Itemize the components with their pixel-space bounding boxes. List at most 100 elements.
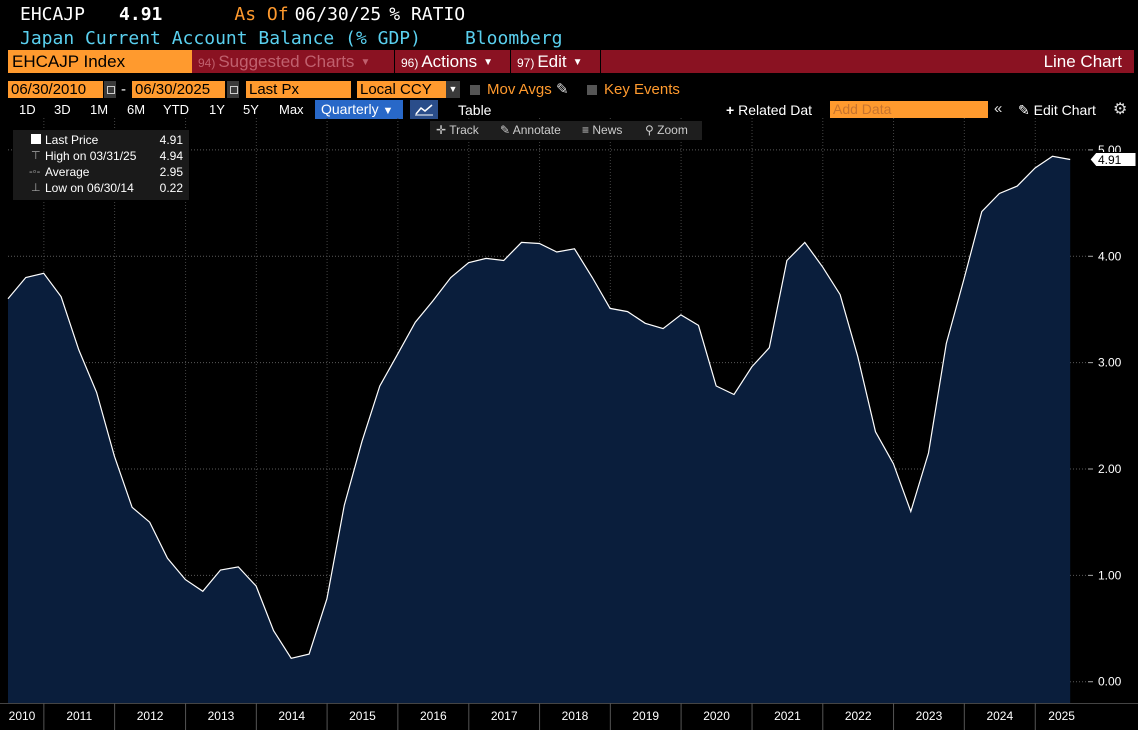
table-button[interactable]: Table [458,102,492,118]
x-tick-label: 2011 [66,709,92,723]
security-field[interactable]: EHCAJP Index [8,50,192,73]
add-data-input[interactable]: Add Data [830,101,988,118]
range-button-1d[interactable]: 1D [19,102,36,117]
legend-label: Low on 06/30/14 [45,181,134,195]
field-selector[interactable]: Last Px [246,81,351,98]
source-label: Bloomberg [464,28,563,49]
as-of-date: 06/30/25 [294,4,382,25]
currency-selector[interactable]: Local CCY [357,81,447,98]
x-tick-label: 2020 [703,709,730,723]
range-button-ytd[interactable]: YTD [163,102,189,117]
toolbar-divider [394,50,395,73]
edit-button[interactable]: 97) Edit ▼ [517,52,583,71]
last-value-text: 4.91 [1098,153,1122,167]
double-chevron-left-icon[interactable]: « [994,100,1003,117]
series-line [7,155,1071,659]
x-tick-label: 2022 [845,709,872,723]
range-button-3d[interactable]: 3D [54,102,71,117]
y-axis: 0.001.002.003.004.005.00 [1088,143,1122,689]
range-button-max[interactable]: Max [279,102,304,117]
x-axis: 2010 2011 2012 2013 2014 2015 2016 2017 2018 2019… [0,703,1138,730]
area-fill [8,156,1071,704]
pencil-icon: ✎ [500,123,511,137]
last-price: 4.91 [119,4,163,25]
last-value-label: 4.91 [1089,151,1137,167]
high-marker-icon: ⊤ [31,150,41,162]
unit-label: % RATIO [389,4,466,25]
actions-button[interactable]: 96) Actions ▼ [401,52,493,71]
news-tool[interactable]: ≡ News [582,123,623,137]
line-chart-icon[interactable] [410,100,438,119]
annotate-tool[interactable]: ✎ Annotate [500,123,561,137]
toolbar [8,50,1134,73]
mov-avgs-label[interactable]: Mov Avgs ✎ [487,81,569,98]
x-tick-label: 2019 [632,709,659,723]
crosshair-icon: ✛ [436,123,447,137]
line-chart-glyph [415,104,433,116]
x-tick-label: 2016 [420,709,447,723]
y-tick-label: 4.00 [1098,249,1122,263]
chart-type-label[interactable]: Line Chart [1043,52,1122,71]
security-description: Japan Current Account Balance (% GDP) [20,28,421,49]
x-axis-band [0,703,1138,730]
x-tick-label: 2012 [137,709,164,723]
legend-value: 4.94 [159,149,183,163]
edit-chart-button[interactable]: ✎ Edit Chart [1018,102,1096,118]
x-tick-label: 2018 [562,709,589,723]
key-events-checkbox[interactable] [587,85,597,95]
white-square-icon [31,134,41,144]
chevron-down-icon[interactable]: ▼ [446,81,460,98]
x-tick-label: 2014 [278,709,305,723]
toolbar-divider [510,50,511,73]
range-button-6m[interactable]: 6M [127,102,146,117]
magnifier-icon: ⚲ [645,123,654,137]
pencil-icon[interactable]: ✎ [555,81,569,98]
calendar-icon[interactable] [227,81,239,98]
mov-avgs-checkbox[interactable] [470,85,480,95]
date-dash: - [121,81,126,98]
description-line: Japan Current Account Balance (% GDP) Blo… [20,28,563,49]
related-data-button[interactable]: + Related Dat [726,102,813,118]
chart-tools: ✛ Track ✎ Annotate ≡ News ⚲ Zoom [430,121,702,140]
header-line: EHCAJP 4.91 As Of 06/30/25 % RATIO [10,4,483,25]
key-events-label[interactable]: Key Events [604,81,680,98]
y-tick-label: 1.00 [1098,568,1122,582]
x-tick-label: 2025 [1048,709,1075,723]
ticker: EHCAJP [20,4,86,25]
track-tool[interactable]: ✛ Track [436,123,479,137]
gear-icon[interactable]: ⚙ [1113,101,1128,118]
toolbar-divider [600,50,601,73]
suggested-charts-button[interactable]: 94) Suggested Charts ▼ [198,52,371,71]
news-icon: ≡ [582,123,590,137]
x-tick-label: 2017 [491,709,518,723]
y-tick-label: 0.00 [1098,675,1122,689]
legend-label: Average [45,165,90,179]
as-of-label: As Of [234,4,289,25]
range-button-1y[interactable]: 1Y [209,102,225,117]
end-date-field[interactable]: 06/30/2025 [132,81,225,98]
average-marker-icon: -◦- [29,166,41,178]
zoom-tool[interactable]: ⚲ Zoom [645,123,688,137]
x-tick-label: 2015 [349,709,376,723]
start-date-field[interactable]: 06/30/2010 [8,81,103,98]
legend-label: Last Price [45,133,99,147]
x-tick-label: 2013 [208,709,235,723]
legend[interactable]: Last Price 4.91 ⊤ High on 03/31/25 4.94 … [13,130,189,200]
x-tick-label: 2010 [9,709,36,723]
pencil-icon: ✎ [1018,102,1030,118]
last-value-box [1089,151,1137,167]
range-button-5y[interactable]: 5Y [243,102,259,117]
y-tick-label: 3.00 [1098,356,1122,370]
frequency-selector[interactable]: Quarterly ▼ [315,100,403,119]
x-tick-label: 2021 [774,709,801,723]
low-marker-icon: ⊥ [31,182,41,194]
legend-label: High on 03/31/25 [45,149,137,163]
x-tick-label: 2024 [986,709,1013,723]
x-tick-label: 2023 [916,709,943,723]
legend-value: 4.91 [159,133,183,147]
range-button-1m[interactable]: 1M [90,102,109,117]
y-tick-label: 2.00 [1098,462,1122,476]
calendar-icon[interactable] [104,81,116,98]
legend-value: 0.22 [159,181,183,195]
